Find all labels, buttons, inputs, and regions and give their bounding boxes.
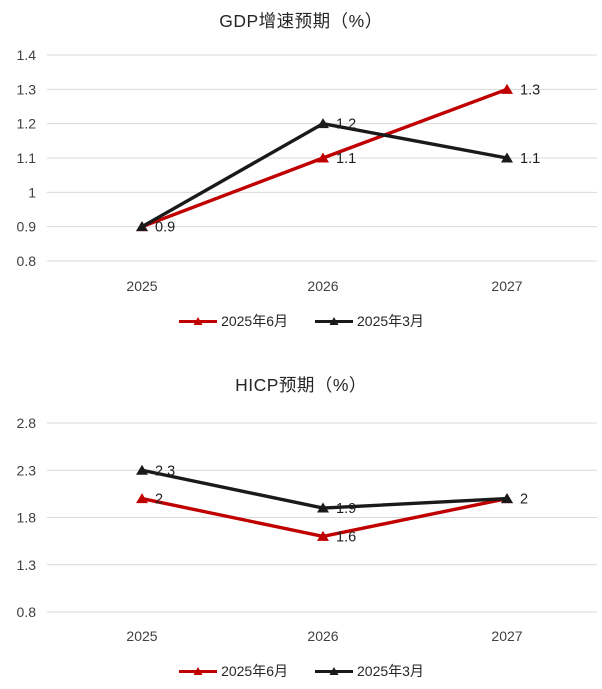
data-point-marker bbox=[317, 502, 329, 513]
legend-item: 2025年6月 bbox=[178, 311, 288, 331]
hicp-chart-title: HICP预期（%） bbox=[235, 375, 367, 395]
y-axis-tick-label: 1.8 bbox=[17, 510, 37, 526]
legend-item: 2025年6月 bbox=[178, 661, 288, 681]
data-point-marker bbox=[317, 118, 329, 129]
x-axis-tick-label: 2025 bbox=[126, 278, 157, 294]
legend-line-marker-icon bbox=[315, 317, 353, 325]
legend-label: 2025年3月 bbox=[357, 663, 424, 679]
y-axis-tick-label: 2.8 bbox=[17, 415, 37, 431]
data-point-marker bbox=[501, 83, 513, 94]
y-axis-tick-label: 1.4 bbox=[17, 47, 37, 63]
hicp-chart-plot-area: 2.8 2.3 1.8 1.3 0.8 2025 2026 2027 2 1.6 2.3 1.9 2 bbox=[17, 415, 597, 644]
x-axis-tick-label: 2027 bbox=[491, 628, 522, 644]
legend-line-marker-icon bbox=[315, 667, 353, 675]
data-point-label: 0.9 bbox=[155, 220, 175, 236]
y-axis-tick-label: 0.9 bbox=[17, 219, 37, 235]
gdp-chart-title: GDP增速预期（%） bbox=[219, 11, 383, 31]
legend-label: 2025年3月 bbox=[357, 313, 424, 329]
x-axis-tick-label: 2025 bbox=[126, 628, 157, 644]
data-point-label: 2 bbox=[155, 492, 163, 508]
data-point-marker bbox=[317, 530, 329, 541]
series-line bbox=[140, 468, 509, 510]
hicp-chart-legend: 2025年6月 2025年3月 bbox=[0, 656, 602, 686]
data-point-label: 2.3 bbox=[155, 463, 175, 479]
data-point-marker bbox=[501, 152, 513, 163]
gdp-chart-legend: 2025年6月 2025年3月 bbox=[0, 306, 602, 336]
legend-label: 2025年6月 bbox=[221, 313, 288, 329]
y-axis-tick-label: 2.3 bbox=[17, 462, 37, 478]
y-axis-tick-label: 1.3 bbox=[17, 81, 37, 97]
x-axis-tick-label: 2026 bbox=[307, 278, 338, 294]
y-axis-tick-label: 1.3 bbox=[17, 557, 37, 573]
hicp-chart: HICP预期（%） 2.8 2.3 1.8 1.3 0.8 2025 2026 2027 2 1.… bbox=[0, 336, 602, 686]
y-axis-tick-label: 1 bbox=[28, 184, 36, 200]
y-axis-tick-label: 0.8 bbox=[17, 604, 37, 620]
x-axis-tick-label: 2027 bbox=[491, 278, 522, 294]
data-point-label: 1.3 bbox=[520, 82, 540, 98]
y-axis-tick-label: 0.8 bbox=[17, 253, 37, 269]
legend-item: 2025年3月 bbox=[314, 661, 424, 681]
data-point-label: 2 bbox=[520, 492, 528, 508]
data-point-marker bbox=[317, 152, 329, 163]
y-axis-tick-label: 1.2 bbox=[17, 116, 37, 132]
data-point-marker bbox=[136, 464, 148, 475]
data-point-marker bbox=[136, 221, 148, 232]
data-point-label: 1.1 bbox=[336, 151, 356, 167]
data-point-label: 1.9 bbox=[336, 501, 356, 517]
gdp-chart-plot-area: 1.4 1.3 1.2 1.1 1 0.9 0.8 2025 2026 2027 1.1 1.3 0.9… bbox=[17, 47, 597, 294]
legend-item: 2025年3月 bbox=[314, 311, 424, 331]
legend-label: 2025年6月 bbox=[221, 663, 288, 679]
legend-line-marker-icon bbox=[179, 317, 218, 325]
data-point-label: 1.2 bbox=[336, 117, 356, 133]
series-line bbox=[140, 121, 509, 229]
legend-line-marker-icon bbox=[179, 667, 218, 675]
data-point-marker bbox=[136, 493, 148, 504]
data-point-marker bbox=[501, 493, 513, 504]
x-axis-tick-label: 2026 bbox=[307, 628, 338, 644]
gdp-growth-chart: GDP增速预期（%） 1.4 1.3 1.2 1.1 1 0.9 0.8 2025 2026 20… bbox=[0, 0, 602, 336]
data-point-label: 1.6 bbox=[336, 529, 356, 545]
data-point-label: 1.1 bbox=[520, 151, 540, 167]
y-axis-tick-label: 1.1 bbox=[17, 150, 37, 166]
